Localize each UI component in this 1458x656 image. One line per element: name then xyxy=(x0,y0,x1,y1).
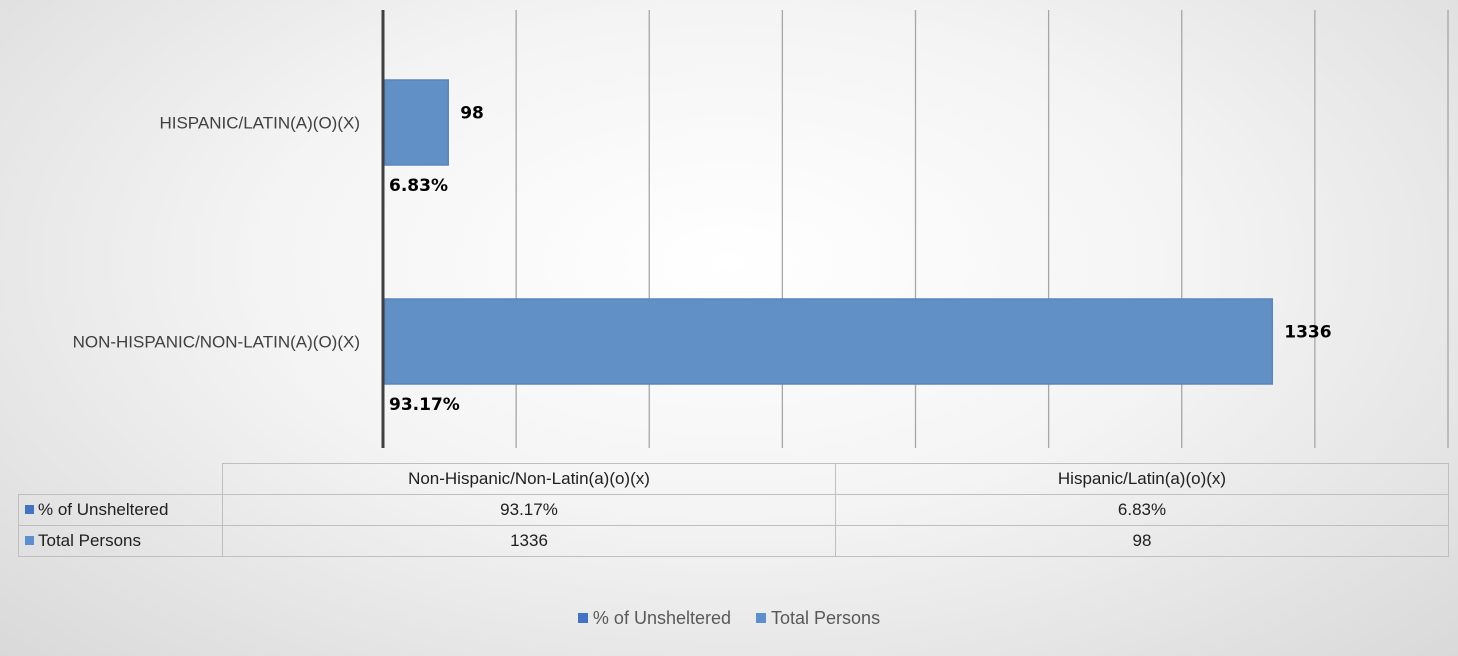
data-label-percent: 93.17% xyxy=(389,395,460,415)
table-row-label: % of Unsheltered xyxy=(18,494,223,526)
legend-label: % of Unsheltered xyxy=(592,608,731,628)
table-header-row: Non-Hispanic/Non-Latin(a)(o)(x) Hispanic… xyxy=(18,463,1449,495)
category-label: NON-HISPANIC/NON-LATIN(A)(O)(X) xyxy=(73,333,360,352)
data-table: Non-Hispanic/Non-Latin(a)(o)(x) Hispanic… xyxy=(18,463,1449,557)
data-label-total: 98 xyxy=(460,104,484,124)
legend-swatch xyxy=(756,613,767,623)
table-corner-cell xyxy=(18,463,223,495)
table-header-cell: Hispanic/Latin(a)(o)(x) xyxy=(835,463,1449,495)
table-cell: 6.83% xyxy=(835,494,1449,526)
table-cell: 98 xyxy=(835,525,1449,557)
bar xyxy=(384,298,1274,385)
legend-swatch xyxy=(577,613,588,623)
row-label-text: Total Persons xyxy=(38,531,141,550)
legend-item: % of Unsheltered xyxy=(577,608,731,629)
table-header-cell: Non-Hispanic/Non-Latin(a)(o)(x) xyxy=(222,463,836,495)
category-label: HISPANIC/LATIN(A)(O)(X) xyxy=(159,114,360,133)
table-row: % of Unsheltered 93.17% 6.83% xyxy=(18,494,1449,526)
table-cell: 1336 xyxy=(222,525,836,557)
bars xyxy=(384,79,1274,385)
legend-key-pct xyxy=(25,505,34,514)
table-row: Total Persons 1336 98 xyxy=(18,525,1449,557)
table-row-label: Total Persons xyxy=(18,525,223,557)
bar xyxy=(384,79,449,166)
labels: HISPANIC/LATIN(A)(O)(X) 98 6.83% NON-HISPAN… xyxy=(73,104,1332,416)
table-cell: 93.17% xyxy=(222,494,836,526)
legend: % of Unsheltered Total Persons xyxy=(0,608,1458,629)
legend-key-total xyxy=(25,536,34,545)
legend-label: Total Persons xyxy=(771,608,881,628)
data-label-percent: 6.83% xyxy=(389,176,448,196)
row-label-text: % of Unsheltered xyxy=(38,500,169,519)
gridlines xyxy=(515,10,1449,448)
data-label-total: 1336 xyxy=(1284,323,1331,343)
legend-item: Total Persons xyxy=(756,608,880,629)
